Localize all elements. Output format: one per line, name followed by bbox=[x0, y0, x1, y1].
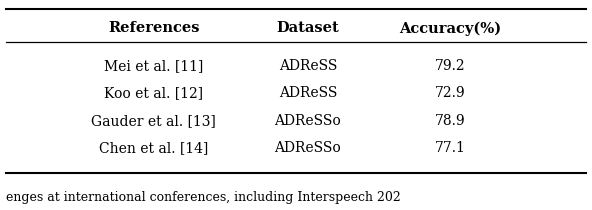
Text: Koo et al. [12]: Koo et al. [12] bbox=[104, 87, 204, 100]
Text: Mei et al. [11]: Mei et al. [11] bbox=[104, 59, 204, 73]
Text: 72.9: 72.9 bbox=[435, 87, 465, 100]
Text: ADReSS: ADReSS bbox=[279, 59, 337, 73]
Text: ADReSSo: ADReSSo bbox=[275, 141, 341, 155]
Text: ADReSS: ADReSS bbox=[279, 87, 337, 100]
Text: 77.1: 77.1 bbox=[435, 141, 465, 155]
Text: Accuracy(%): Accuracy(%) bbox=[399, 21, 501, 35]
Text: 78.9: 78.9 bbox=[435, 114, 465, 128]
Text: Gauder et al. [13]: Gauder et al. [13] bbox=[92, 114, 216, 128]
Text: enges at international conferences, including Interspeech 202: enges at international conferences, incl… bbox=[6, 191, 401, 204]
Text: Chen et al. [14]: Chen et al. [14] bbox=[99, 141, 208, 155]
Text: References: References bbox=[108, 21, 200, 35]
Text: ADReSSo: ADReSSo bbox=[275, 114, 341, 128]
Text: 79.2: 79.2 bbox=[435, 59, 465, 73]
Text: Dataset: Dataset bbox=[276, 21, 339, 35]
